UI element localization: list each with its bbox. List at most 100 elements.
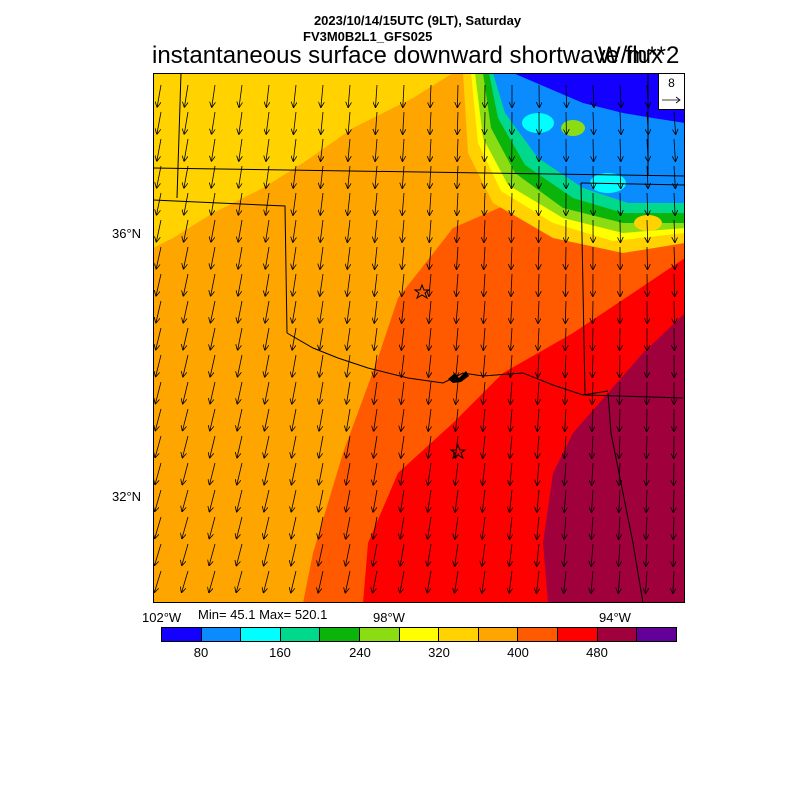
wind-vector [565, 381, 566, 404]
wind-vector [155, 543, 162, 565]
wind-vector [593, 111, 594, 134]
wind-vector [673, 570, 674, 593]
wind-vector [238, 300, 243, 323]
wind-vector [511, 273, 512, 296]
wind-vector [647, 84, 648, 107]
colorbar-swatch [280, 628, 321, 641]
wind-vector [239, 165, 243, 188]
wind-vector [292, 381, 297, 404]
wind-vector [373, 462, 378, 485]
wind-vector [456, 354, 458, 377]
wind-vector [375, 192, 377, 215]
wind-vector [375, 219, 377, 242]
colorbar-swatch [478, 628, 519, 641]
wind-vector [430, 192, 432, 215]
wind-vector [591, 570, 593, 593]
wind-vector [184, 219, 189, 242]
wind-vector [430, 84, 431, 107]
wind-vector [619, 381, 620, 404]
colorbar-swatch [518, 628, 559, 641]
wind-vector [345, 570, 351, 593]
wind-vector [619, 408, 620, 431]
wind-vector [182, 462, 189, 484]
wind-vector [428, 489, 431, 512]
wind-vector [265, 246, 270, 269]
wind-vector [455, 570, 459, 593]
wind-vector [428, 435, 431, 458]
wind-vector [347, 354, 350, 377]
wind-vector [402, 246, 404, 269]
wind-vector [674, 246, 675, 269]
wind-vector [537, 408, 539, 431]
lat-label-36n: 36°N [112, 226, 142, 241]
wind-vector [510, 462, 512, 485]
wind-vector [211, 300, 216, 323]
wind-vector [293, 165, 296, 188]
band-320 [153, 73, 453, 248]
wind-vector [182, 516, 189, 538]
wind-vector [212, 84, 215, 107]
wind-vector [484, 165, 485, 188]
lake-texoma [448, 371, 469, 383]
wind-vector [618, 570, 620, 593]
wind-vector [619, 462, 620, 485]
wind-vector [647, 111, 648, 134]
wind-vector [619, 516, 620, 539]
border-ar-la [584, 394, 684, 399]
border-tx-la [607, 392, 644, 603]
wind-vector [374, 408, 377, 431]
wind-vector [266, 219, 270, 242]
wind-vector [265, 408, 270, 431]
border-ok-panhandle [153, 199, 288, 334]
wind-vector [209, 543, 216, 565]
wind-vector [319, 435, 324, 458]
wind-vector [484, 192, 485, 215]
colorbar-tick-label: 400 [507, 645, 529, 660]
wind-vector [401, 462, 405, 485]
wind-vector [184, 192, 189, 215]
wind-vector [566, 84, 567, 107]
wind-vector [592, 381, 593, 404]
wind-vector [266, 138, 269, 161]
wind-vector [182, 543, 189, 565]
wind-vector [537, 462, 539, 485]
wind-vector [620, 111, 621, 134]
wind-vector [293, 246, 296, 269]
wind-vector [293, 138, 296, 161]
colorbar-tick-label: 240 [349, 645, 371, 660]
wind-vector [237, 462, 243, 484]
wind-vector [647, 219, 648, 242]
wind-vector [674, 138, 675, 161]
wind-vector [674, 462, 675, 485]
wind-vector [511, 300, 512, 323]
wind-vector [510, 435, 512, 458]
wind-vector [482, 489, 485, 512]
wind-vector [320, 327, 324, 350]
wind-vector [647, 246, 648, 269]
wind-vector [538, 381, 540, 404]
wind-vector [156, 246, 162, 269]
wind-vector [564, 516, 566, 539]
colorbar-swatch [439, 628, 479, 641]
colorbar-swatch [637, 628, 676, 641]
wind-vector [320, 246, 323, 269]
wind-vector [591, 543, 593, 566]
wind-vector [265, 327, 270, 350]
wind-vector [210, 462, 216, 484]
wind-vector [484, 246, 485, 269]
wind-vector [564, 462, 566, 485]
wind-vector [373, 516, 378, 539]
wind-vector [375, 246, 377, 269]
wind-vectors [155, 84, 676, 593]
border-nm-tx [176, 73, 182, 199]
vector-legend: 8 [658, 73, 685, 110]
wind-vector [346, 543, 351, 566]
wind-vector [346, 516, 351, 539]
wind-vector [183, 300, 189, 323]
wind-vector [264, 543, 270, 565]
wind-vector [264, 435, 270, 458]
wind-vector [293, 192, 296, 215]
wind-vector [264, 570, 270, 592]
wind-vector [319, 354, 324, 377]
wind-vector [375, 111, 377, 134]
